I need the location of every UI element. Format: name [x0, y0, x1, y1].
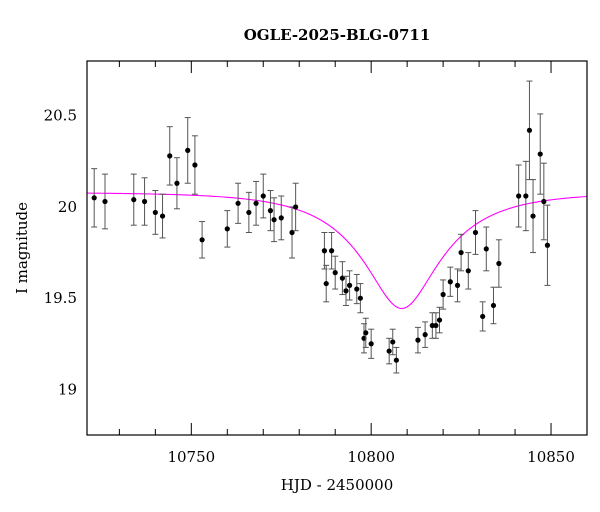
- data-point: [390, 339, 396, 345]
- data-point: [386, 348, 392, 354]
- data-point: [102, 198, 108, 205]
- data-point: [174, 180, 180, 186]
- data-point: [544, 242, 551, 248]
- data-point: [523, 193, 529, 199]
- ticks-group: [118, 61, 588, 435]
- data-point: [530, 213, 536, 219]
- y-tick-label: 20: [58, 198, 77, 216]
- data-point: [440, 291, 446, 298]
- data-point: [526, 127, 533, 133]
- data-point: [167, 153, 173, 159]
- data-point: [253, 200, 259, 206]
- y-tick-label: 19: [58, 380, 77, 398]
- y-tick-label: 20.5: [44, 107, 77, 125]
- data-point: [267, 208, 274, 214]
- data-point: [235, 200, 241, 206]
- data-point: [447, 279, 453, 285]
- data-point: [246, 209, 252, 216]
- data-point: [363, 330, 369, 336]
- data-point: [131, 197, 137, 203]
- data-point: [192, 162, 198, 168]
- chart-title: OGLE-2025-BLG-0711: [244, 26, 431, 44]
- x-tick-label: 10800: [347, 448, 395, 466]
- data-point: [465, 268, 471, 274]
- data-point: [185, 147, 191, 153]
- y-tick-label: 19.5: [44, 289, 77, 307]
- x-tick-label: 10750: [167, 448, 215, 466]
- data-point: [289, 229, 295, 236]
- data-point: [454, 282, 461, 288]
- data-point: [224, 226, 230, 232]
- data-point: [321, 248, 328, 254]
- data-point: [368, 341, 374, 347]
- data-point: [271, 217, 277, 223]
- data-point: [159, 213, 166, 219]
- data-point: [346, 282, 353, 288]
- data-point: [436, 317, 443, 323]
- data-point: [278, 215, 284, 221]
- data-point: [429, 322, 435, 329]
- data-points-group: [91, 80, 551, 374]
- data-point: [496, 260, 502, 267]
- data-point: [141, 198, 148, 205]
- model-curve: [86, 192, 588, 310]
- data-point: [516, 193, 522, 199]
- data-point: [490, 302, 497, 309]
- data-point: [393, 357, 399, 363]
- data-point: [472, 229, 479, 236]
- data-point: [339, 275, 345, 281]
- data-point: [260, 193, 266, 199]
- data-point: [480, 313, 486, 320]
- data-point: [415, 337, 421, 343]
- data-point: [293, 204, 299, 210]
- data-point: [332, 270, 338, 276]
- data-point: [91, 195, 97, 201]
- model-curve-group: [86, 192, 588, 310]
- data-point: [152, 209, 158, 216]
- data-point: [199, 237, 205, 243]
- data-point: [354, 286, 360, 292]
- plot-frame: [86, 60, 588, 436]
- tick-labels-group: 10750 10800 10850 19 19.5 20 20.5: [44, 107, 575, 466]
- x-axis-label: HJD - 2450000: [281, 476, 394, 494]
- data-point: [433, 322, 439, 329]
- data-point: [537, 151, 543, 157]
- data-point: [422, 332, 428, 338]
- y-axis-label: I magnitude: [13, 202, 31, 294]
- data-point: [343, 288, 349, 294]
- data-point: [329, 248, 335, 254]
- data-point: [323, 280, 329, 287]
- data-point: [357, 295, 363, 301]
- x-tick-label: 10850: [527, 448, 575, 466]
- data-point: [483, 246, 489, 252]
- data-point: [541, 198, 547, 205]
- data-point: [458, 249, 464, 256]
